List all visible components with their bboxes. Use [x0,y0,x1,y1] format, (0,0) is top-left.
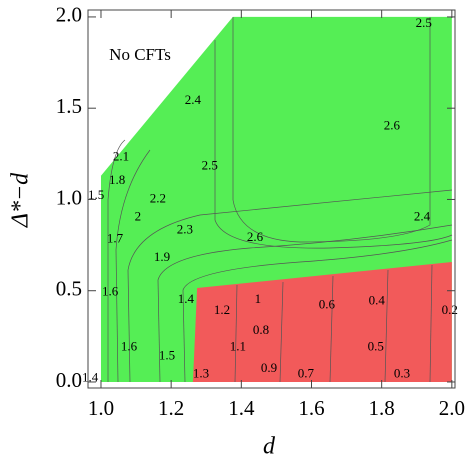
contour-label: 1 [255,291,262,306]
contour-line [127,189,453,383]
contour-lines [107,17,453,383]
contour-label: 0.2 [442,302,458,317]
contour-label: 0.5 [368,338,384,353]
contour-label: 2 [135,209,142,224]
x-tick-label: 1.8 [369,396,395,420]
contour-label: 2.5 [202,158,218,173]
x-tick-label: 2.0 [439,396,465,420]
annotation: No CFTs [109,45,171,64]
y-tick-label: 0.0 [56,368,82,392]
contour-label: 1.7 [107,231,124,246]
contour-label: 0.8 [253,322,269,337]
contour-label: 2.4 [414,209,431,224]
contour-label: 1.2 [214,302,230,317]
y-tick-label: 1.0 [56,185,82,209]
y-tick-label: 1.5 [56,94,82,118]
contour-label: 1.5 [159,347,175,362]
contour-label: 1.8 [109,172,125,187]
contour-label: 2.6 [247,229,264,244]
contour-line [279,281,284,383]
contour-line [234,284,238,383]
contour-line [157,224,453,383]
contour-line [107,139,126,382]
contour-label: 2.1 [113,148,129,163]
contour-label: 1.1 [230,338,246,353]
contour-line [429,264,433,383]
contour-label: 0.3 [394,366,410,381]
contour-label: 0.4 [369,293,386,308]
contour-label: 2.6 [384,117,401,132]
contour-line [232,17,431,243]
contour-label: 1.6 [102,284,119,299]
contour-label: 2.5 [416,15,432,30]
contour-label: 0.9 [261,360,277,375]
contour-label: 2.4 [185,92,202,107]
contour-label: 1.3 [193,366,209,381]
y-tick-label: 0.5 [56,277,82,301]
contour-label: 1.9 [154,249,170,264]
x-axis-label: d [263,434,276,460]
contour-label: 1.4 [82,369,99,384]
contour-label: 1.6 [121,338,138,353]
contour-line [182,239,453,383]
contour-label: 1.5 [88,187,104,202]
x-tick-label: 1.0 [88,396,114,420]
contour-line [329,275,334,383]
x-tick-label: 1.2 [158,396,184,420]
x-tick-label: 1.4 [228,396,255,420]
contour-label: 2.2 [150,190,166,205]
contour-label: 0.6 [319,296,336,311]
contour-label: 0.7 [298,366,315,381]
contour-line [214,40,453,249]
y-tick-label: 2.0 [56,3,82,27]
contour-line [115,149,151,383]
contour-line [384,269,389,383]
x-tick-label: 1.6 [298,396,324,420]
contour-label: 1.4 [178,291,195,306]
contour-label: 2.3 [177,221,193,236]
y-axis-label: Δ*−d [8,172,34,228]
